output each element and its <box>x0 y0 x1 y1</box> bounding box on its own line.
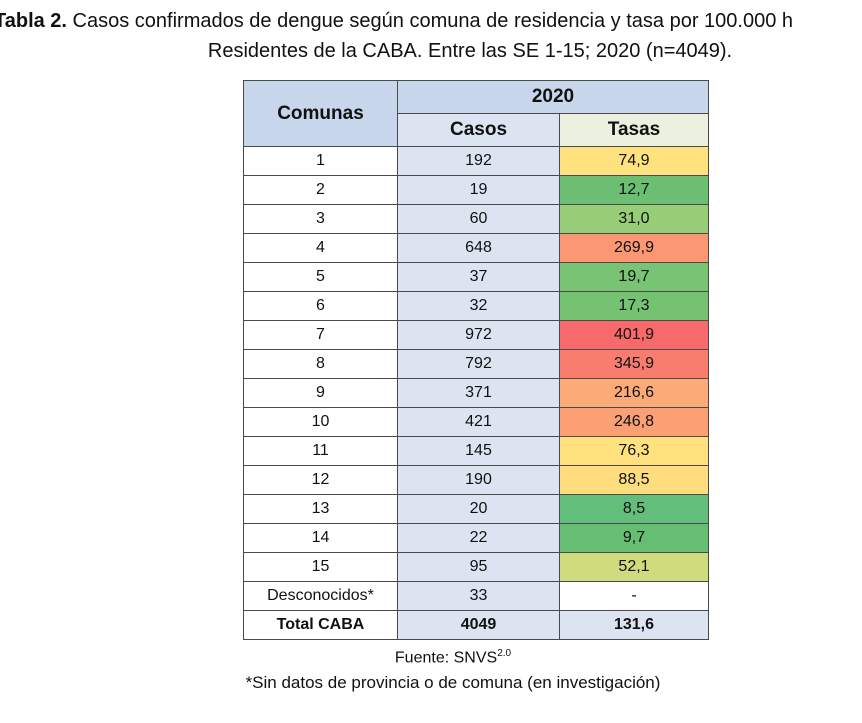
cell-tasa: 8,5 <box>559 494 709 524</box>
cell-casos: 648 <box>397 233 560 263</box>
source-note: Fuente: SNVS2.0 <box>0 648 862 667</box>
cell-comuna: 1 <box>243 146 398 176</box>
table-row: 14 22 9,7 <box>243 523 709 553</box>
cell-comuna: 3 <box>243 204 398 234</box>
table-body: 1 192 74,9 2 19 12,7 3 60 31,0 4 648 269,9 5 37 19,7 6 3… <box>243 146 709 611</box>
cell-comuna: Desconocidos* <box>243 581 398 611</box>
cell-comuna: 7 <box>243 320 398 350</box>
total-tasa: 131,6 <box>559 610 709 640</box>
table-row: 3 60 31,0 <box>243 204 709 234</box>
cell-comuna: 2 <box>243 175 398 205</box>
cell-tasa: 269,9 <box>559 233 709 263</box>
header-year: 2020 <box>397 80 709 114</box>
header-tasas: Tasas <box>559 113 709 147</box>
cell-comuna: 14 <box>243 523 398 553</box>
table-row: 13 20 8,5 <box>243 494 709 524</box>
cell-tasa: 216,6 <box>559 378 709 408</box>
cell-tasa: 12,7 <box>559 175 709 205</box>
source-text: Fuente: SNVS <box>394 649 498 667</box>
table-row: 15 95 52,1 <box>243 552 709 582</box>
cell-tasa: 74,9 <box>559 146 709 176</box>
total-label: Total CABA <box>243 610 398 640</box>
cell-casos: 32 <box>397 291 560 321</box>
cell-tasa: 9,7 <box>559 523 709 553</box>
cell-tasa: 76,3 <box>559 436 709 466</box>
caption-label: Tabla 2. <box>0 10 67 32</box>
header-casos: Casos <box>397 113 560 147</box>
cell-casos: 421 <box>397 407 560 437</box>
caption-text: Casos confirmados de dengue según comuna… <box>67 10 794 32</box>
caption-line-2: Residentes de la CABA. Entre las SE 1-15… <box>207 40 733 62</box>
table-row: Desconocidos* 33- <box>243 581 709 611</box>
cell-casos: 19 <box>397 175 560 205</box>
cell-tasa: 88,5 <box>559 465 709 495</box>
cell-casos: 972 <box>397 320 560 350</box>
cell-comuna: 6 <box>243 291 398 321</box>
cell-tasa: - <box>559 581 709 611</box>
header-comunas: Comunas <box>243 80 398 147</box>
table-row: 5 37 19,7 <box>243 262 709 292</box>
cell-tasa: 17,3 <box>559 291 709 321</box>
total-row: Total CABA 4049 131,6 <box>243 610 709 640</box>
cell-tasa: 31,0 <box>559 204 709 234</box>
cell-tasa: 19,7 <box>559 262 709 292</box>
table-row: 4 648 269,9 <box>243 233 709 263</box>
cell-comuna: 13 <box>243 494 398 524</box>
source-superscript: 2.0 <box>497 648 512 659</box>
table-row: 2 19 12,7 <box>243 175 709 205</box>
cell-casos: 371 <box>397 378 560 408</box>
cell-tasa: 52,1 <box>559 552 709 582</box>
total-casos: 4049 <box>397 610 560 640</box>
table-row: 6 32 17,3 <box>243 291 709 321</box>
cell-casos: 190 <box>397 465 560 495</box>
table-row: 10 421 246,8 <box>243 407 709 437</box>
cell-comuna: 12 <box>243 465 398 495</box>
cell-comuna: 8 <box>243 349 398 379</box>
cell-tasa: 246,8 <box>559 407 709 437</box>
footnote: *Sin datos de provincia o de comuna (en … <box>245 673 661 692</box>
cell-casos: 192 <box>397 146 560 176</box>
cell-tasa: 401,9 <box>559 320 709 350</box>
cell-comuna: 11 <box>243 436 398 466</box>
cell-casos: 37 <box>397 262 560 292</box>
cell-casos: 60 <box>397 204 560 234</box>
cell-casos: 20 <box>397 494 560 524</box>
cell-casos: 33 <box>397 581 560 611</box>
cell-comuna: 5 <box>243 262 398 292</box>
dengue-table: Comunas 2020 Casos Tasas 1 192 74,9 2 19 12,7… <box>243 80 709 640</box>
table-row: 8 792 345,9 <box>243 349 709 379</box>
cell-comuna: 4 <box>243 233 398 263</box>
table-row: 12 190 88,5 <box>243 465 709 495</box>
cell-casos: 792 <box>397 349 560 379</box>
cell-comuna: 15 <box>243 552 398 582</box>
cell-comuna: 10 <box>243 407 398 437</box>
table-row: 1 192 74,9 <box>243 146 709 176</box>
cell-casos: 145 <box>397 436 560 466</box>
cell-casos: 95 <box>397 552 560 582</box>
cell-tasa: 345,9 <box>559 349 709 379</box>
cell-casos: 22 <box>397 523 560 553</box>
table-row: 11 145 76,3 <box>243 436 709 466</box>
table-row: 9 371 216,6 <box>243 378 709 408</box>
caption-line-1: Tabla 2. Casos confirmados de dengue seg… <box>0 6 793 36</box>
table-row: 7 972 401,9 <box>243 320 709 350</box>
cell-comuna: 9 <box>243 378 398 408</box>
